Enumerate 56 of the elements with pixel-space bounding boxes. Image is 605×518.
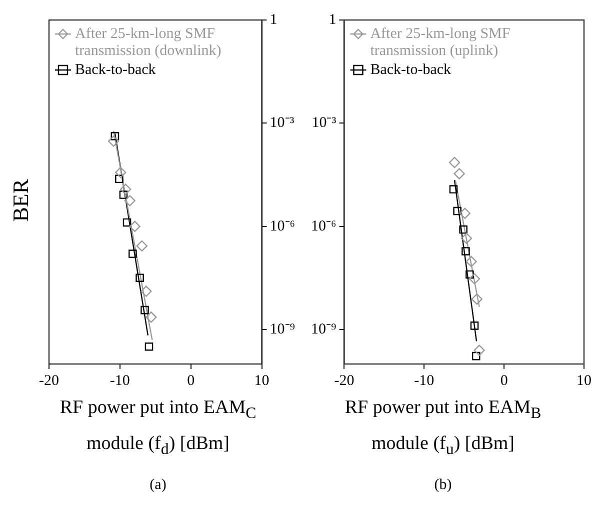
point [115,166,126,178]
y-tick-label: 10⁻⁹ [310,322,336,338]
legend-label: Back-to-back [370,62,452,78]
point [122,218,132,227]
point [449,185,458,194]
point [120,184,132,195]
point [136,240,148,252]
text: (b) [434,476,452,494]
point [468,273,480,284]
y-axis-title: BER [8,179,34,222]
point [144,342,154,351]
legend-label: After 25-km-long SMF transmission (uplink) [370,26,510,59]
point [466,270,474,279]
x-tick-label: 10 [254,372,270,389]
text: RF power put into EAM$_{B}$ module (f$_{u}$) [dBm] [344,397,542,458]
point [459,225,468,234]
point [110,132,120,140]
x-tick-label: -10 [110,372,130,389]
point [462,247,470,256]
point [140,306,149,314]
legend-label: After 25-km-long SMF transmission (downlink) [75,26,222,59]
x-tick-label: -20 [334,372,354,389]
x-tick-label: -10 [414,372,434,389]
point [146,312,157,323]
point [474,344,485,356]
point [119,190,128,199]
y-tick-label: 10⁻³ [312,115,337,132]
point [140,286,152,297]
point [470,322,479,330]
x-tick-label: -20 [39,372,59,389]
x-tick-label: 0 [187,372,195,389]
point [454,168,465,180]
point [108,136,120,147]
y-tick-label: 10⁻³ [270,115,295,132]
text: (a) [150,476,166,494]
point [466,256,477,268]
point [460,232,472,244]
legend-label: Back-to-back [75,62,156,78]
point [129,220,140,232]
text: RF power put into EAM$_{C}$ module (f$_{d}$) [dBm] [60,397,256,458]
point [453,206,462,216]
point [472,352,480,360]
point [471,294,483,305]
x-tick-label: 0 [500,372,508,389]
point [448,156,460,168]
y-tick-label: 10⁻⁶ [270,218,296,234]
point [136,274,144,282]
point [124,195,136,206]
y-tick-label: 10⁻⁶ [310,218,336,234]
y-tick-label: 1 [328,12,336,28]
y-tick-label: 1 [270,12,278,28]
point [459,208,471,219]
point [115,174,124,184]
x-tick-label: 10 [576,372,592,389]
y-tick-label: 10⁻⁹ [270,322,296,338]
point [128,250,137,258]
